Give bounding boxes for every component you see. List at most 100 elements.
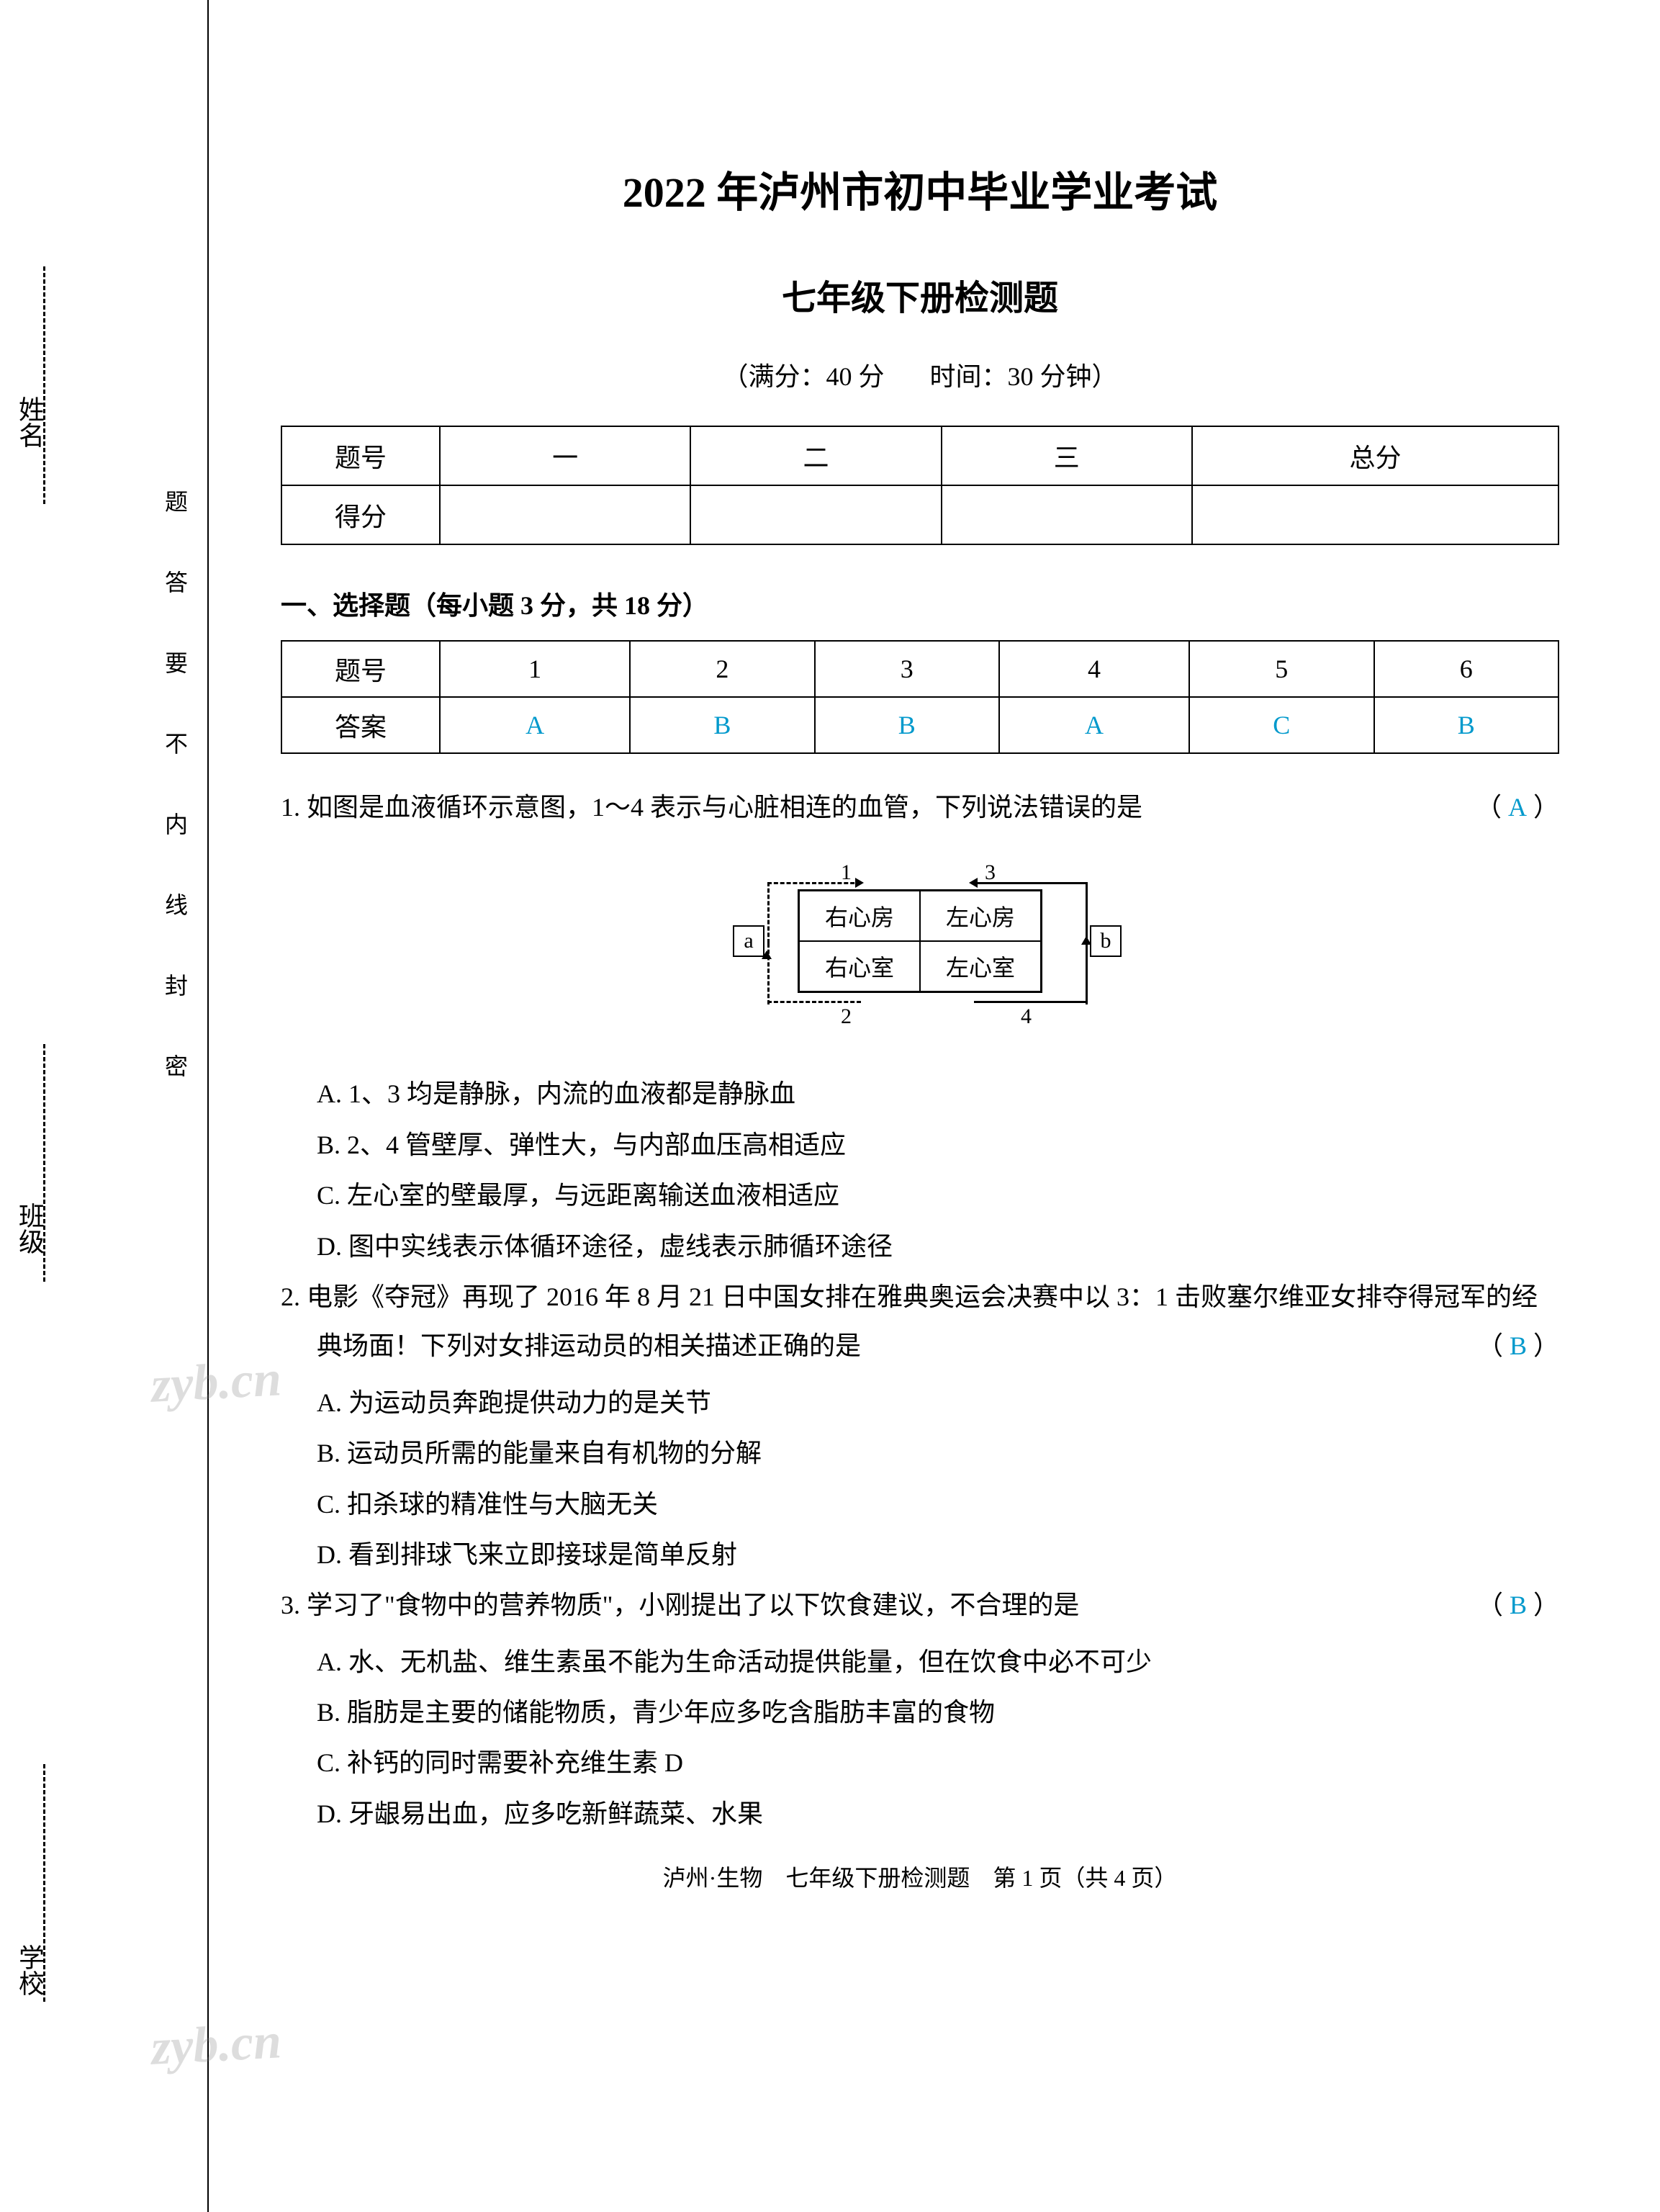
table-row: 题号 一 二 三 总分 [281,426,1558,485]
score-col-2: 二 [690,426,941,485]
heart-row-top: 右心房 左心房 [799,891,1041,941]
q2-opt-d: D. 看到排球飞来立即接球是简单反射 [317,1530,1559,1579]
answer: C [1189,697,1373,753]
answer: B [815,697,999,753]
q3-stem: 3. 学习了"食物中的营养物质"，小刚提出了以下饮食建议，不合理的是 [281,1591,1079,1619]
score-cell [1192,485,1558,544]
answer: B [1374,697,1558,753]
name-line [43,266,45,504]
ans-header-num: 题号 [281,641,440,697]
q2-options: A. 为运动员奔跑提供动力的是关节 B. 运动员所需的能量来自有机物的分解 C.… [281,1378,1559,1580]
heart-box: 右心房 左心房 右心室 左心室 [798,889,1042,993]
diagram-label-1: 1 [841,860,852,885]
score-table: 题号 一 二 三 总分 得分 [281,426,1559,545]
q-num: 4 [999,641,1189,697]
q-num: 3 [815,641,999,697]
q1-text: 1. 如图是血液循环示意图，1～4 表示与心脏相连的血管，下列说法错误的是 （ … [281,783,1559,832]
answer: A [440,697,630,753]
q-num: 1 [440,641,630,697]
q3-answer-paren: （ B ） [1513,1581,1559,1629]
q3-options: A. 水、无机盐、维生素虽不能为生命活动提供能量，但在饮食中必不可少 B. 脂肪… [281,1637,1559,1839]
dash-bottom-left [767,1001,861,1003]
q1-options: A. 1、3 均是静脉，内流的血液都是静脉血 B. 2、4 管壁厚、弹性大，与内… [281,1069,1559,1271]
question-3: 3. 学习了"食物中的营养物质"，小刚提出了以下饮食建议，不合理的是 （ B ） [281,1581,1559,1629]
main-title: 2022 年泸州市初中毕业学业考试 [281,158,1559,219]
q1-answer-paren: （ A ） [1512,783,1559,832]
answer: A [999,697,1189,753]
table-row: 得分 [281,485,1558,544]
left-atrium: 左心房 [920,891,1041,941]
diagram-label-2: 2 [841,1004,852,1029]
diagram-label-4: 4 [1021,1004,1032,1029]
q1-opt-d: D. 图中实线表示体循环途径，虚线表示肺循环途径 [317,1222,1559,1271]
q3-opt-a: A. 水、无机盐、维生素虽不能为生命活动提供能量，但在饮食中必不可少 [317,1637,1559,1686]
question-1: 1. 如图是血液循环示意图，1～4 表示与心脏相连的血管，下列说法错误的是 （ … [281,783,1559,832]
watermark: zyb.cn [150,1350,283,1414]
arrow-2 [762,950,772,959]
page-container: 姓名 班级 学校 题答要不内线封密 2022 年泸州市初中毕业学业考试 七年级下… [0,0,1660,2212]
exam-info: （满分：40 分 时间：30 分钟） [281,356,1559,393]
dash-top-left [767,882,861,884]
answer-key-table: 题号 1 2 3 4 5 6 答案 A B B A C B [281,640,1559,754]
school-line [43,1764,45,2002]
score-cell [942,485,1192,544]
score-col-1: 一 [440,426,690,485]
q2-answer: B [1510,1331,1527,1360]
q-num: 2 [630,641,814,697]
ans-header-answer: 答案 [281,697,440,753]
q3-opt-b: B. 脂肪是主要的储能物质，青少年应多吃含脂肪丰富的食物 [317,1688,1559,1737]
watermark: zyb.cn [150,2013,283,2077]
seal-line-text: 题答要不内线封密 [158,490,191,1135]
q2-stem: 2. 电影《夺冠》再现了 2016 年 8 月 21 日中国女排在雅典奥运会决赛… [281,1282,1538,1360]
solid-top-right [974,882,1086,884]
heart-diagram-container: 1 3 a b 右心房 左心房 [281,846,1559,1048]
q2-answer-paren: （ B ） [1513,1321,1559,1370]
diagram-label-3: 3 [985,860,996,885]
page-footer: 泸州·生物 七年级下册检测题 第 1 页（共 4 页） [281,1860,1559,1893]
score-cell [440,485,690,544]
q1-opt-a: A. 1、3 均是静脉，内流的血液都是静脉血 [317,1069,1559,1118]
score-header-num: 题号 [281,426,440,485]
label-b: b [1090,925,1122,957]
margin-area: 姓名 班级 学校 题答要不内线封密 [0,0,209,2212]
class-line [43,1044,45,1282]
section-1-header: 一、选择题（每小题 3 分，共 18 分） [281,585,1559,622]
solid-right-up [1086,882,1088,943]
content-area: 2022 年泸州市初中毕业学业考试 七年级下册检测题 （满分：40 分 时间：3… [209,0,1660,2212]
sub-title: 七年级下册检测题 [281,269,1559,320]
dash-left-up [767,882,770,943]
solid-right-down [1086,943,1088,1004]
label-a: a [733,925,764,957]
score-col-total: 总分 [1192,426,1558,485]
question-2: 2. 电影《夺冠》再现了 2016 年 8 月 21 日中国女排在雅典奥运会决赛… [281,1272,1559,1371]
left-ventricle: 左心室 [920,941,1041,992]
arrow-3 [969,878,978,888]
right-atrium: 右心房 [799,891,920,941]
answer: B [630,697,814,753]
score-col-3: 三 [942,426,1192,485]
arrow-1 [855,878,864,888]
q1-opt-b: B. 2、4 管壁厚、弹性大，与内部血压高相适应 [317,1120,1559,1169]
heart-diagram: 1 3 a b 右心房 左心房 [690,846,1150,1048]
q2-opt-b: B. 运动员所需的能量来自有机物的分解 [317,1429,1559,1478]
q3-opt-c: C. 补钙的同时需要补充维生素 D [317,1738,1559,1787]
full-marks: （满分：40 分 [722,362,884,391]
heart-row-bottom: 右心室 左心室 [799,941,1041,992]
solid-bottom-right [974,1001,1086,1003]
score-header-points: 得分 [281,485,440,544]
arrow-4 [1081,936,1091,945]
right-ventricle: 右心室 [799,941,920,992]
q3-text: 3. 学习了"食物中的营养物质"，小刚提出了以下饮食建议，不合理的是 （ B ） [281,1581,1559,1629]
table-row: 题号 1 2 3 4 5 6 [281,641,1558,697]
score-cell [690,485,941,544]
q3-answer: B [1510,1591,1527,1619]
q-num: 5 [1189,641,1373,697]
q2-opt-c: C. 扣杀球的精准性与大脑无关 [317,1480,1559,1529]
q-num: 6 [1374,641,1558,697]
exam-time: 时间：30 分钟） [930,362,1118,391]
table-row: 答案 A B B A C B [281,697,1558,753]
q2-opt-a: A. 为运动员奔跑提供动力的是关节 [317,1378,1559,1427]
q1-stem: 1. 如图是血液循环示意图，1～4 表示与心脏相连的血管，下列说法错误的是 [281,793,1142,822]
q1-opt-c: C. 左心室的壁最厚，与远距离输送血液相适应 [317,1171,1559,1220]
q3-opt-d: D. 牙龈易出血，应多吃新鲜蔬菜、水果 [317,1789,1559,1838]
